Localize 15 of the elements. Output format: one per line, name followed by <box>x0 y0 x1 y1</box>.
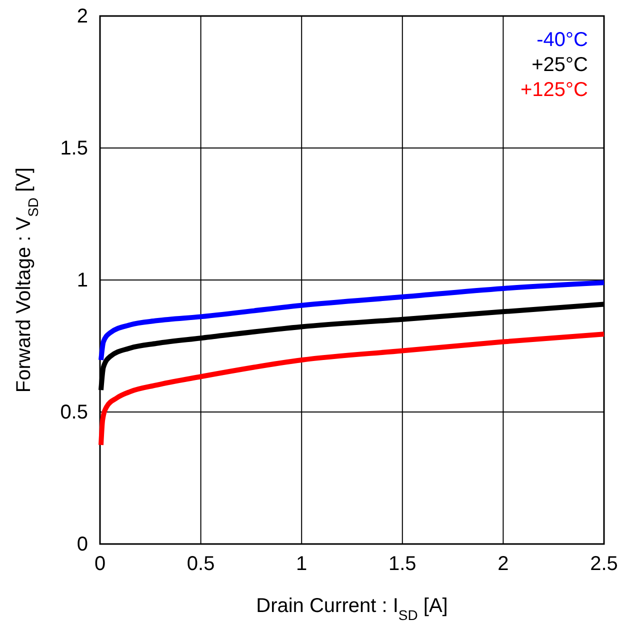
y-tick-label: 0.5 <box>60 401 88 424</box>
x-tick-label: 0 <box>94 553 106 576</box>
y-tick-label: 0 <box>76 533 88 556</box>
text: -40°C <box>536 29 588 51</box>
y-tick-label: 1 <box>76 269 88 292</box>
x-tick-label: 2 <box>498 553 509 576</box>
x-tick-label: 1.5 <box>388 553 416 576</box>
x-tick-label: 0.5 <box>186 553 215 576</box>
text: +25°C <box>532 54 588 76</box>
x-axis-title: Drain Current : I$_{SD}$ [A] <box>256 595 448 623</box>
x-tick-label: 1 <box>296 553 308 576</box>
x-tick-label: 2.5 <box>590 553 618 576</box>
y-tick-label: 2 <box>76 5 88 28</box>
text: +125°C <box>520 79 588 101</box>
y-tick-label: 1.5 <box>60 137 88 160</box>
